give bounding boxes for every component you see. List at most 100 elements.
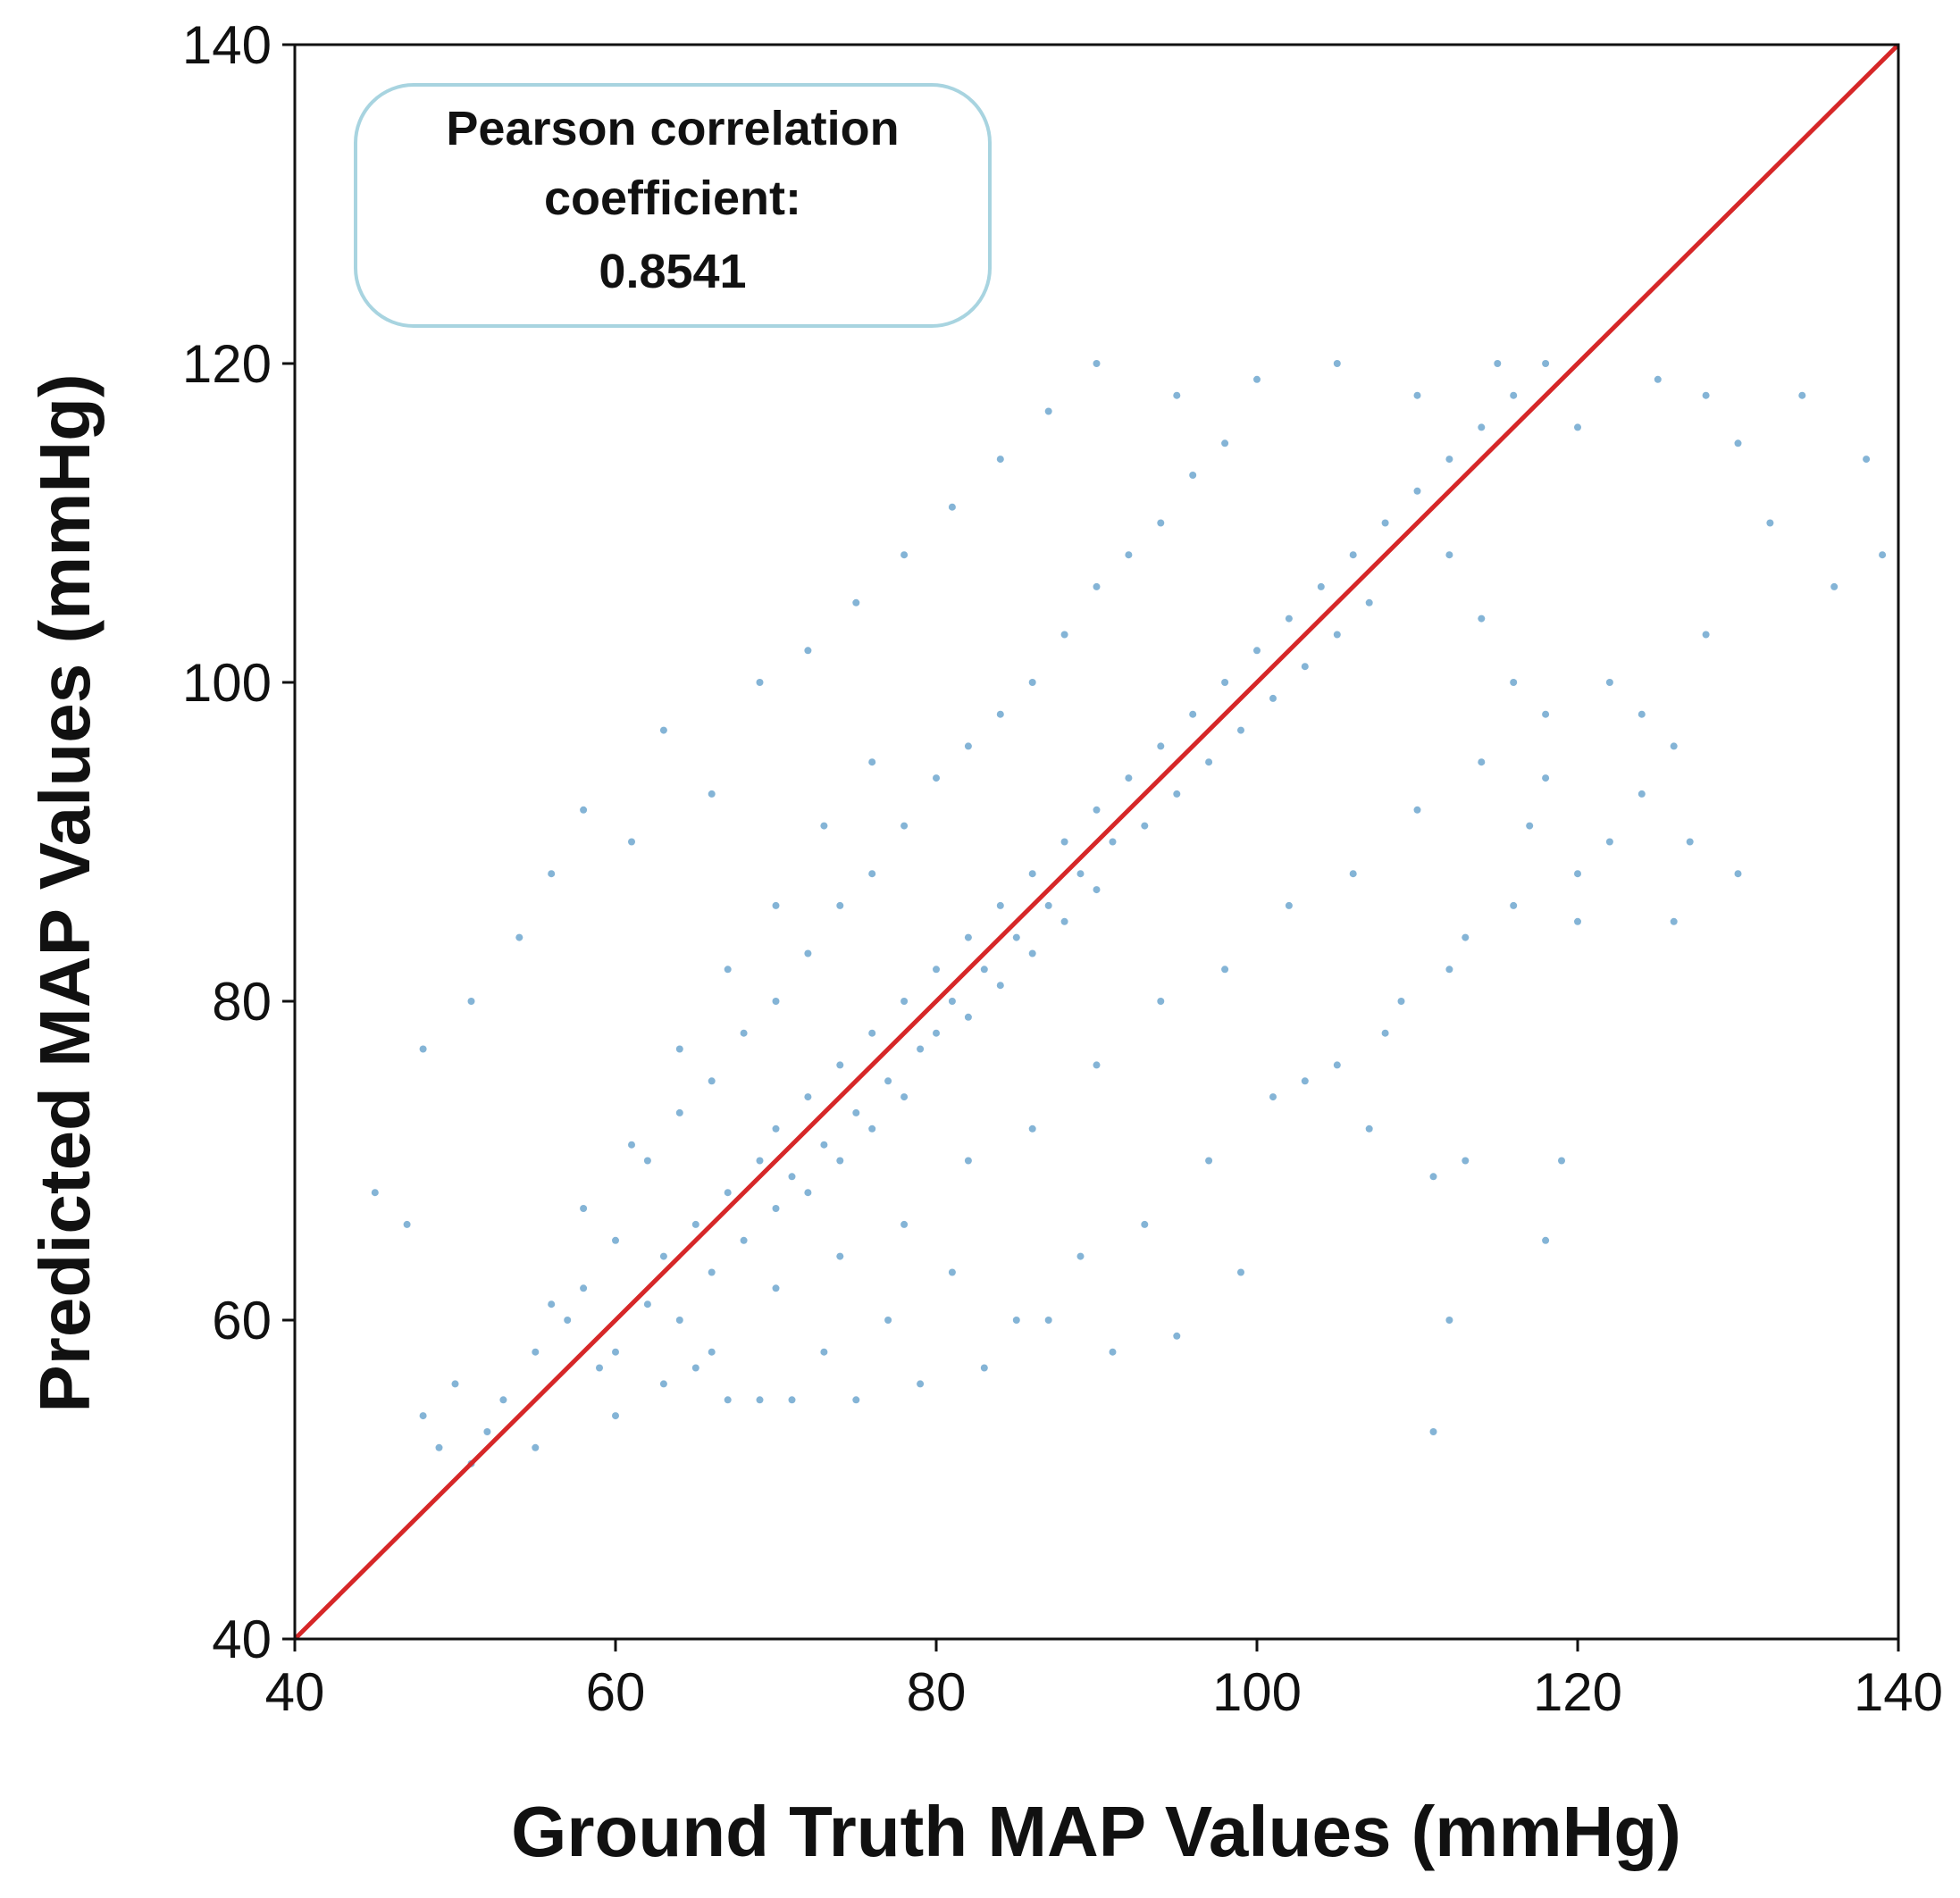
scatter-point — [419, 1412, 427, 1420]
scatter-point — [643, 1300, 651, 1309]
scatter-point — [900, 822, 909, 830]
scatter-point — [691, 1220, 699, 1228]
scatter-point — [1237, 726, 1244, 734]
scatter-point — [1381, 519, 1389, 527]
scatter-point — [1702, 631, 1710, 639]
annotation-frame — [354, 83, 992, 328]
scatter-point — [1093, 886, 1101, 894]
scatter-point — [996, 901, 1004, 909]
scatter-point — [868, 1125, 876, 1133]
scatter-point — [1205, 758, 1213, 766]
scatter-point — [1686, 838, 1694, 846]
y-tick-label: 80 — [212, 972, 272, 1032]
scatter-point — [435, 1443, 443, 1451]
scatter-point — [1879, 551, 1887, 559]
scatter-point — [467, 998, 475, 1005]
scatter-point — [1237, 1268, 1244, 1276]
scatter-point — [451, 1380, 459, 1388]
x-tick-label: 80 — [907, 1662, 967, 1722]
scatter-point — [1734, 870, 1742, 878]
scatter-point — [964, 1157, 972, 1165]
scatter-point — [1093, 806, 1101, 814]
scatter-point — [1542, 360, 1550, 367]
scatter-point — [948, 998, 956, 1005]
scatter-point — [756, 1157, 764, 1165]
y-axis-title: Predicted MAP Values (mmHg) — [25, 373, 105, 1412]
scatter-point — [1076, 1252, 1085, 1260]
scatter-point — [917, 1380, 925, 1388]
scatter-point — [933, 774, 940, 782]
scatter-point — [868, 870, 876, 878]
scatter-point — [1702, 391, 1710, 399]
scatter-point — [1574, 870, 1581, 878]
scatter-point — [996, 710, 1004, 718]
scatter-point — [1012, 933, 1020, 941]
scatter-point — [1365, 598, 1373, 606]
x-tick-label: 120 — [1533, 1662, 1622, 1722]
scatter-point — [515, 933, 524, 941]
scatter-point — [884, 1317, 892, 1324]
scatter-point — [628, 1141, 635, 1149]
scatter-point — [1670, 917, 1678, 925]
scatter-point — [724, 966, 732, 974]
scatter-point — [724, 1396, 732, 1404]
scatter-point — [1060, 631, 1068, 639]
scatter-point — [772, 1125, 780, 1133]
scatter-point — [1221, 966, 1229, 974]
scatter-point — [1125, 551, 1133, 559]
identity-reference-line — [295, 45, 1898, 1639]
scatter-point — [1429, 1173, 1437, 1181]
scatter-point — [1413, 487, 1421, 495]
scatter-point — [1333, 631, 1341, 639]
scatter-point — [612, 1348, 619, 1356]
annotation-value: 0.8541 — [599, 245, 746, 298]
x-tick-label: 60 — [586, 1662, 646, 1722]
scatter-point — [1365, 1125, 1373, 1133]
scatter-point — [1093, 582, 1101, 590]
scatter-point — [659, 1380, 667, 1388]
scatter-point — [499, 1396, 507, 1404]
scatter-point — [1125, 774, 1133, 782]
scatter-point — [1189, 710, 1197, 718]
scatter-point — [1510, 901, 1518, 909]
scatter-point — [852, 1396, 860, 1404]
scatter-point — [1141, 822, 1149, 830]
scatter-point — [1060, 917, 1068, 925]
scatter-point — [1109, 1348, 1117, 1356]
scatter-point — [371, 1189, 379, 1197]
scatter-point — [1413, 391, 1421, 399]
scatter-point — [804, 949, 812, 957]
scatter-point — [580, 1284, 588, 1292]
scatter-point — [1558, 1157, 1565, 1165]
scatter-point — [596, 1364, 603, 1372]
scatter-point — [1028, 1125, 1036, 1133]
scatter-point — [772, 998, 780, 1005]
scatter-point — [1413, 806, 1421, 814]
scatter-point — [1445, 966, 1453, 974]
scatter-point — [948, 503, 956, 511]
scatter-point — [1285, 615, 1293, 623]
scatter-point — [643, 1157, 651, 1165]
scatter-point — [788, 1396, 796, 1404]
scatter-point — [419, 1045, 427, 1053]
scatter-point — [1605, 838, 1613, 846]
scatter-point — [708, 1077, 716, 1085]
scatter-point — [1060, 838, 1068, 846]
scatter-point — [1494, 360, 1502, 367]
scatter-point — [1028, 949, 1036, 957]
scatter-point — [580, 1205, 588, 1212]
annotation-box: Pearson correlation coefficient: 0.8541 — [354, 83, 992, 328]
scatter-point — [868, 758, 876, 766]
scatter-point — [612, 1412, 619, 1420]
scatter-point — [1445, 456, 1453, 464]
scatter-point — [996, 982, 1004, 990]
scatter-point — [772, 1205, 780, 1212]
annotation-line-1: Pearson correlation — [446, 102, 899, 155]
scatter-point — [852, 598, 860, 606]
scatter-point — [532, 1348, 540, 1356]
scatter-point — [1638, 790, 1646, 798]
scatter-point — [1205, 1157, 1213, 1165]
scatter-point — [1301, 663, 1309, 671]
